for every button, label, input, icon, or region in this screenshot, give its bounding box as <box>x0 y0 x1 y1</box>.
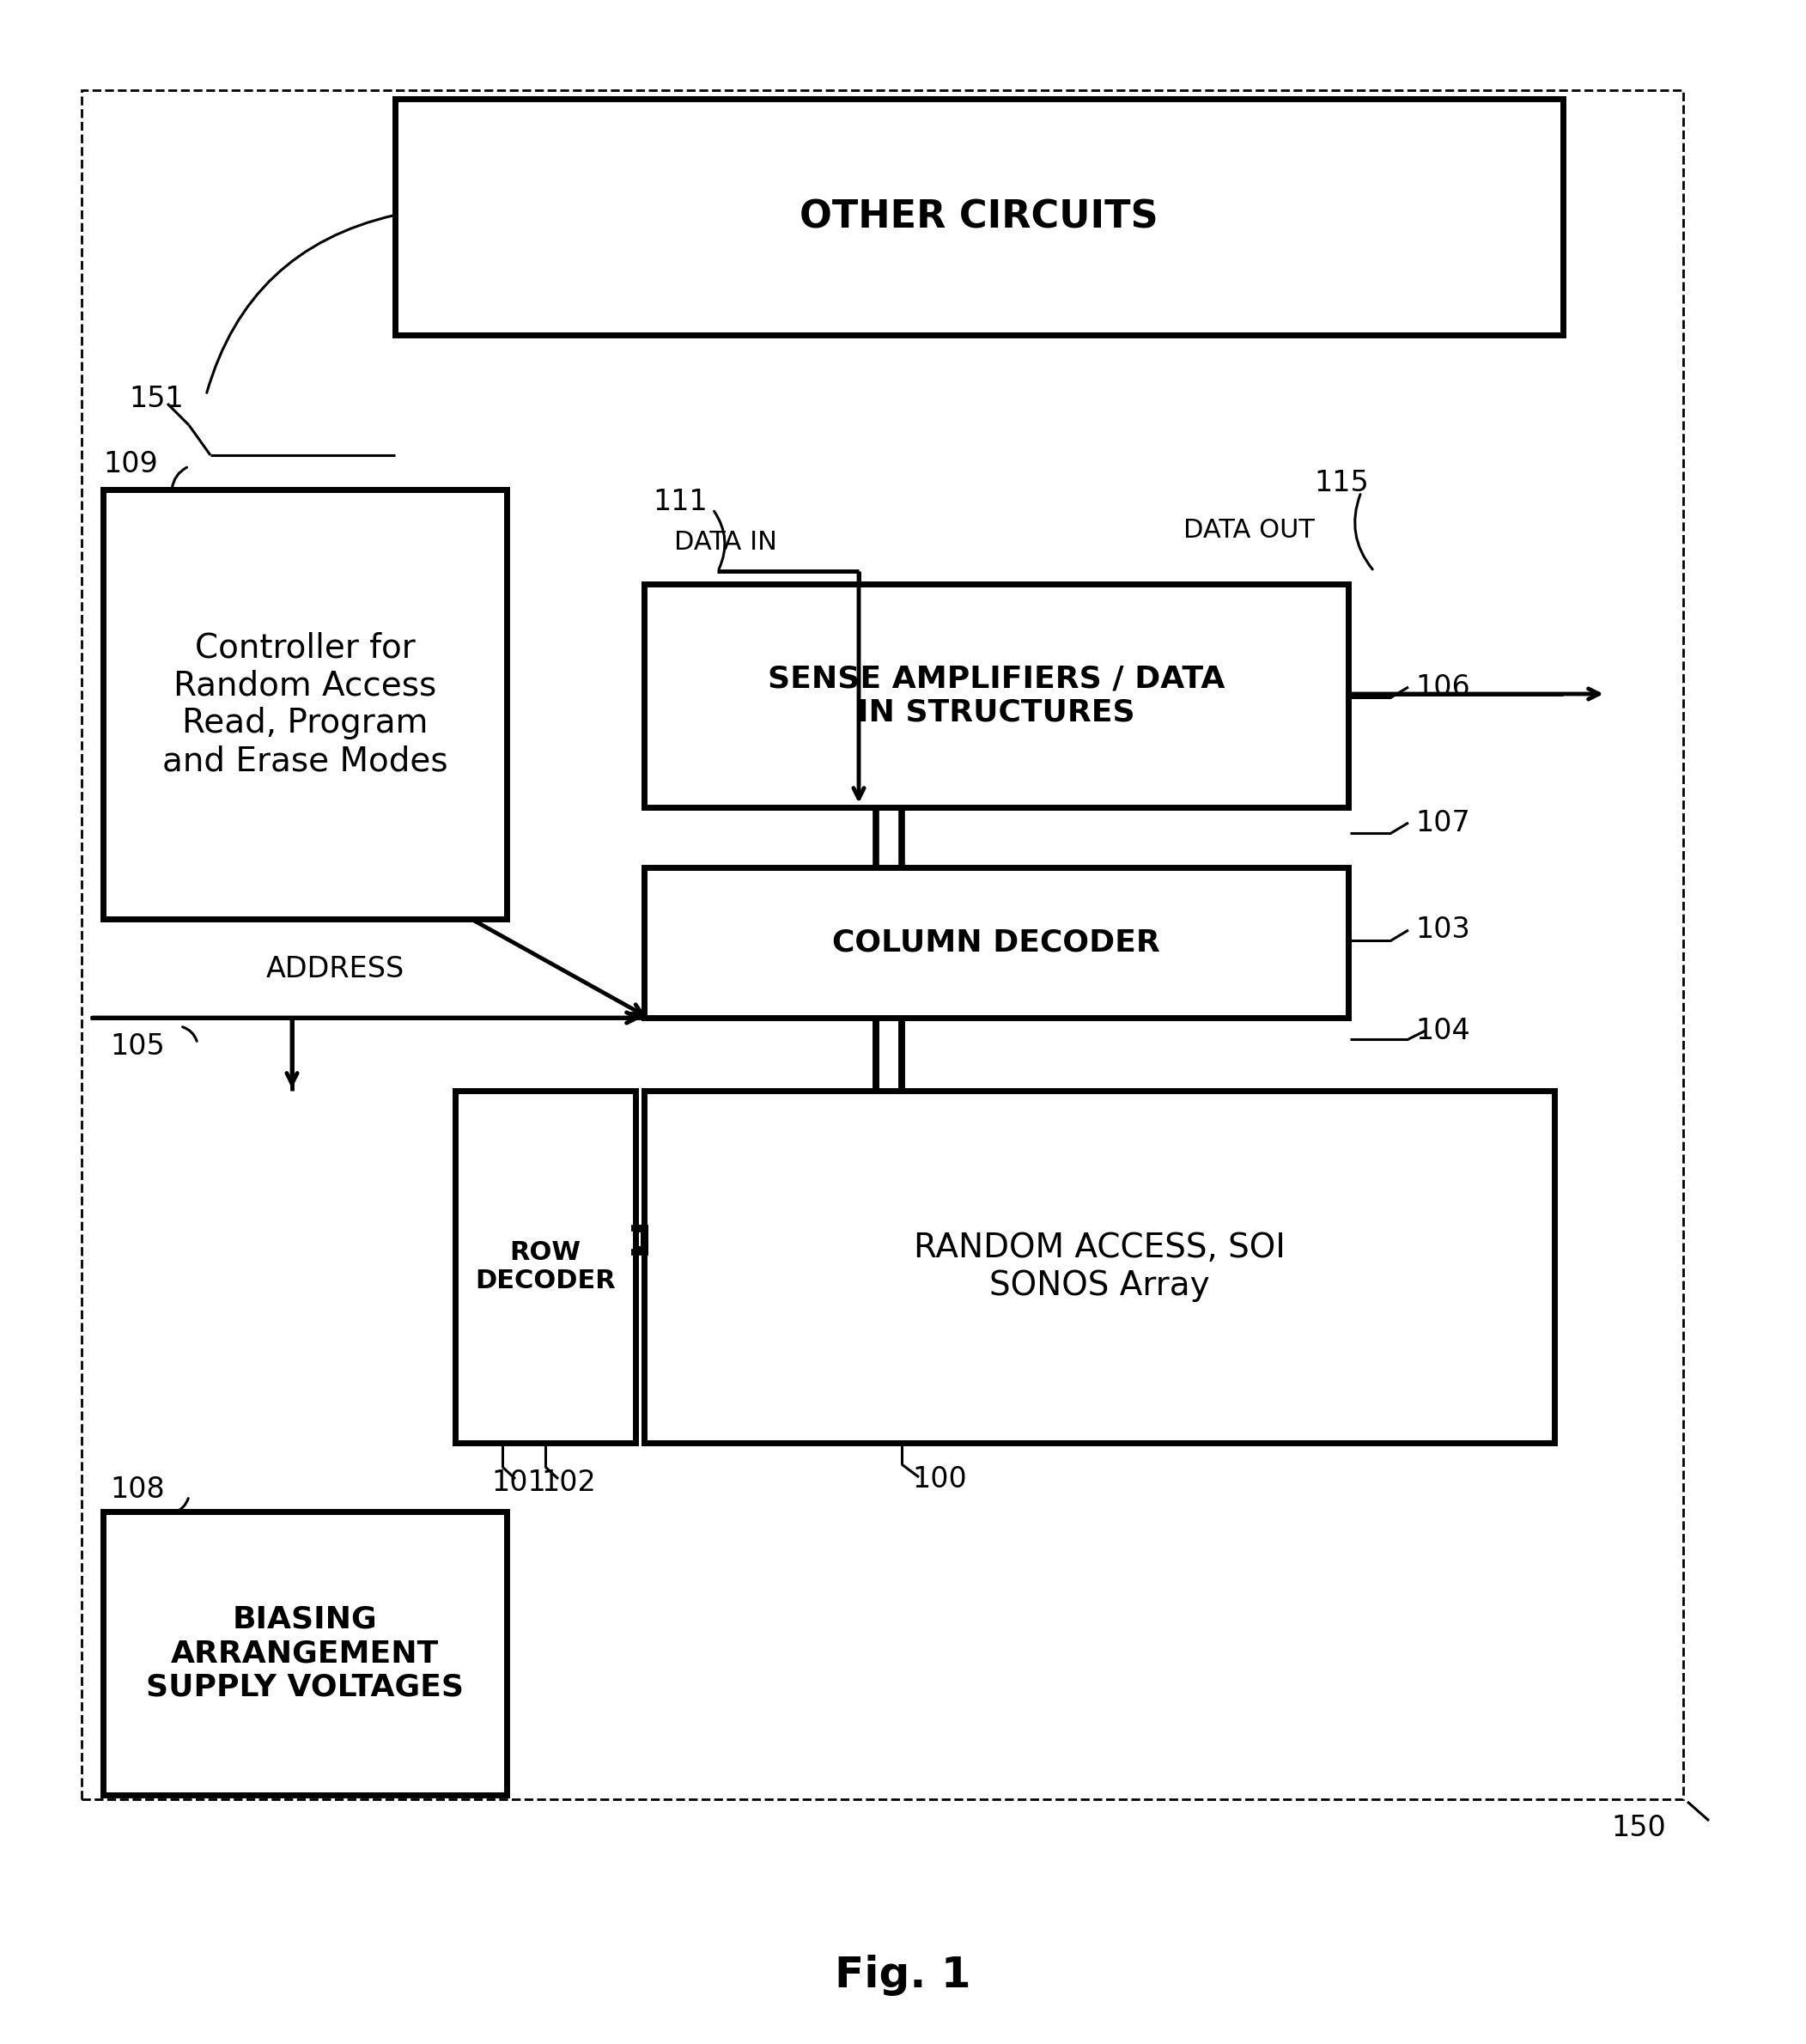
Text: DATA OUT: DATA OUT <box>1183 519 1315 544</box>
Text: 106: 106 <box>1416 672 1470 701</box>
Text: Fig. 1: Fig. 1 <box>834 1954 972 1995</box>
Text: COLUMN DECODER: COLUMN DECODER <box>833 928 1159 957</box>
Text: 150: 150 <box>1611 1813 1665 1842</box>
Bar <box>645 585 1349 807</box>
Text: Controller for
Random Access
Read, Program
and Erase Modes: Controller for Random Access Read, Progr… <box>163 632 448 777</box>
Bar <box>645 867 1349 1018</box>
Text: BIASING
ARRANGEMENT
SUPPLY VOLTAGES: BIASING ARRANGEMENT SUPPLY VOLTAGES <box>146 1605 464 1703</box>
Text: 111: 111 <box>652 489 708 517</box>
Text: 104: 104 <box>1416 1016 1470 1044</box>
Text: 108: 108 <box>110 1476 164 1504</box>
Bar <box>455 1091 636 1443</box>
Text: ADDRESS: ADDRESS <box>265 955 405 983</box>
Bar <box>81 90 1683 1799</box>
Text: OTHER CIRCUITS: OTHER CIRCUITS <box>800 198 1158 235</box>
Bar <box>645 1091 1555 1443</box>
Text: 115: 115 <box>1315 468 1369 497</box>
Bar <box>103 1511 507 1795</box>
Bar <box>103 489 507 920</box>
Text: SENSE AMPLIFIERS / DATA
IN STRUCTURES: SENSE AMPLIFIERS / DATA IN STRUCTURES <box>768 664 1224 728</box>
Text: 102: 102 <box>542 1468 596 1496</box>
Text: 107: 107 <box>1416 809 1470 836</box>
Bar <box>396 98 1562 335</box>
Text: 101: 101 <box>491 1468 545 1496</box>
Text: RANDOM ACCESS, SOI
SONOS Array: RANDOM ACCESS, SOI SONOS Array <box>914 1233 1286 1302</box>
Text: 109: 109 <box>103 450 157 478</box>
Text: 103: 103 <box>1416 916 1470 944</box>
Text: 100: 100 <box>912 1466 966 1492</box>
Text: ROW
DECODER: ROW DECODER <box>475 1241 616 1294</box>
Text: DATA IN: DATA IN <box>674 529 777 556</box>
Text: 105: 105 <box>110 1032 164 1061</box>
Text: 151: 151 <box>128 384 184 413</box>
